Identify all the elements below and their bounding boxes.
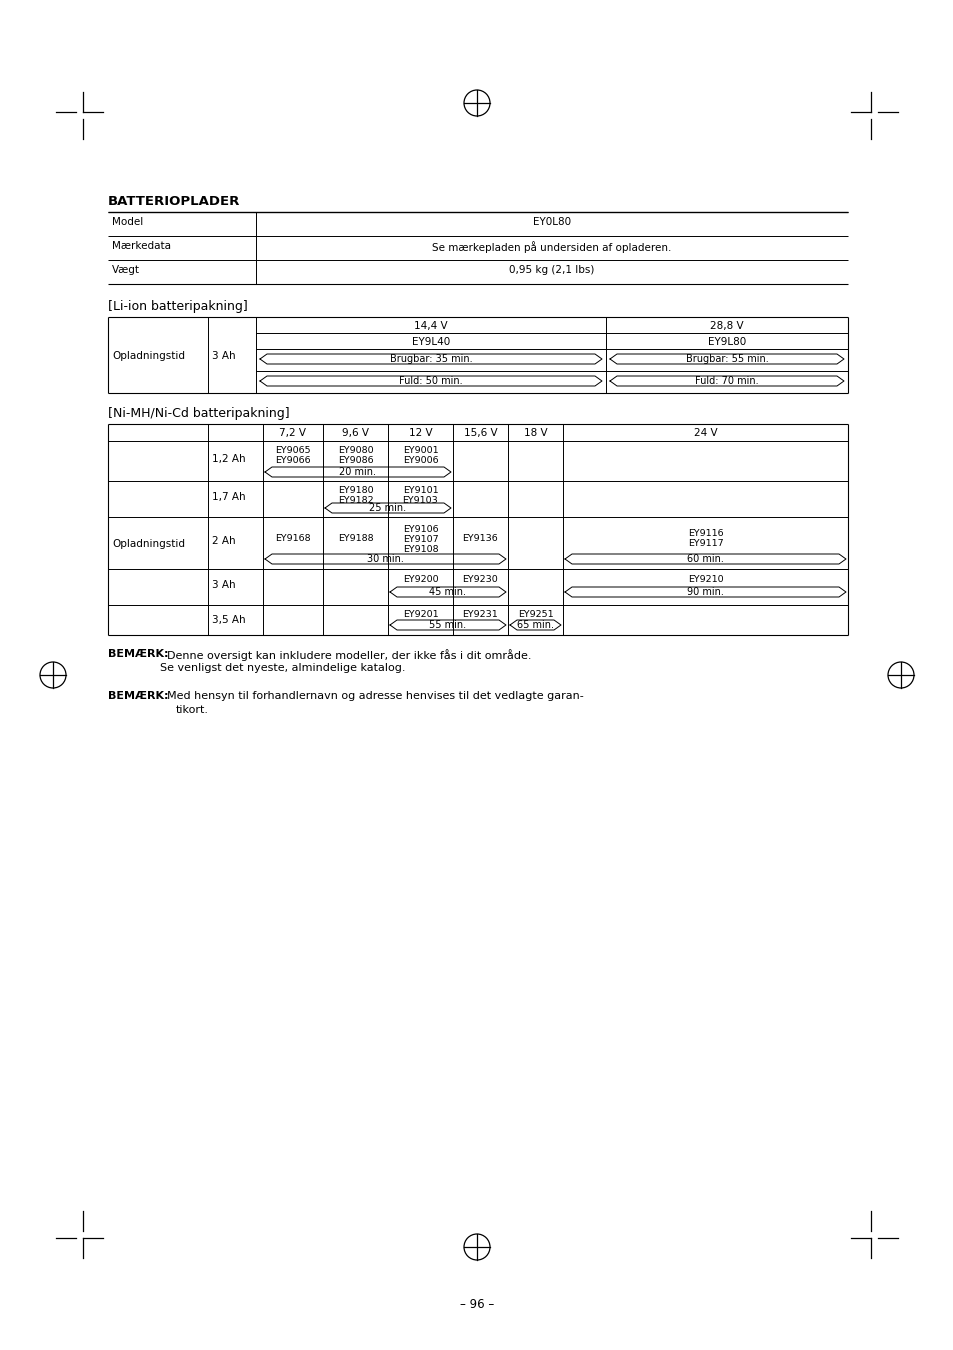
Text: EY9200: EY9200 xyxy=(402,575,437,585)
Text: Opladningstid: Opladningstid xyxy=(112,539,185,549)
Text: [Ni-MH/Ni-Cd batteripakning]: [Ni-MH/Ni-Cd batteripakning] xyxy=(108,406,290,420)
Text: Model: Model xyxy=(112,217,143,227)
Text: EY9107: EY9107 xyxy=(402,535,437,544)
Text: EY9180: EY9180 xyxy=(337,486,373,495)
Text: EY9188: EY9188 xyxy=(337,535,373,543)
Text: 28,8 V: 28,8 V xyxy=(709,321,743,331)
Text: Fuld: 50 min.: Fuld: 50 min. xyxy=(398,377,462,386)
Text: EY9001: EY9001 xyxy=(402,446,437,455)
Text: 3 Ah: 3 Ah xyxy=(212,580,235,590)
Text: 2 Ah: 2 Ah xyxy=(212,536,235,545)
Text: 9,6 V: 9,6 V xyxy=(341,428,369,437)
Text: Denne oversigt kan inkludere modeller, der ikke fås i dit område.: Denne oversigt kan inkludere modeller, d… xyxy=(160,649,531,662)
Text: EY9231: EY9231 xyxy=(462,610,497,620)
Text: Se venligst det nyeste, almindelige katalog.: Se venligst det nyeste, almindelige kata… xyxy=(160,663,405,674)
Text: 90 min.: 90 min. xyxy=(686,587,723,597)
Text: EY9201: EY9201 xyxy=(402,610,437,620)
Text: Brugbar: 35 min.: Brugbar: 35 min. xyxy=(389,354,472,364)
Text: 20 min.: 20 min. xyxy=(339,467,376,477)
Text: 55 min.: 55 min. xyxy=(429,620,466,630)
Text: EY9L80: EY9L80 xyxy=(707,338,745,347)
Text: BATTERIOPLADER: BATTERIOPLADER xyxy=(108,194,240,208)
Text: [Li-ion batteripakning]: [Li-ion batteripakning] xyxy=(108,300,248,313)
Text: EY9L40: EY9L40 xyxy=(412,338,450,347)
Text: EY9116: EY9116 xyxy=(687,529,722,539)
Text: EY9066: EY9066 xyxy=(274,456,311,464)
Text: EY9080: EY9080 xyxy=(337,446,373,455)
Text: EY9101: EY9101 xyxy=(402,486,437,495)
Text: Med hensyn til forhandlernavn og adresse henvises til det vedlagte garan-: Med hensyn til forhandlernavn og adresse… xyxy=(160,691,583,701)
Text: EY9230: EY9230 xyxy=(462,575,497,585)
Text: Mærkedata: Mærkedata xyxy=(112,242,171,251)
Text: EY9006: EY9006 xyxy=(402,456,437,464)
Text: EY9103: EY9103 xyxy=(402,495,438,505)
Text: BEMÆRK:: BEMÆRK: xyxy=(108,691,169,701)
Text: Opladningstid: Opladningstid xyxy=(112,351,185,360)
Text: 60 min.: 60 min. xyxy=(686,554,723,564)
Text: Vægt: Vægt xyxy=(112,265,140,275)
Text: EY9136: EY9136 xyxy=(462,535,497,543)
Text: EY9086: EY9086 xyxy=(337,456,373,464)
Text: EY0L80: EY0L80 xyxy=(533,217,571,227)
Text: 7,2 V: 7,2 V xyxy=(279,428,306,437)
Text: BEMÆRK:: BEMÆRK: xyxy=(108,649,169,659)
Text: EY9106: EY9106 xyxy=(402,525,437,535)
Text: – 96 –: – 96 – xyxy=(459,1297,494,1311)
Text: 45 min.: 45 min. xyxy=(429,587,466,597)
Text: 24 V: 24 V xyxy=(693,428,717,437)
Text: EY9117: EY9117 xyxy=(687,539,722,548)
Text: Fuld: 70 min.: Fuld: 70 min. xyxy=(695,377,758,386)
Text: 30 min.: 30 min. xyxy=(367,554,403,564)
Text: EY9210: EY9210 xyxy=(687,575,722,585)
Text: 12 V: 12 V xyxy=(408,428,432,437)
Text: 25 min.: 25 min. xyxy=(369,504,406,513)
Text: EY9182: EY9182 xyxy=(337,495,373,505)
Text: 18 V: 18 V xyxy=(523,428,547,437)
Text: 1,7 Ah: 1,7 Ah xyxy=(212,491,245,502)
Text: EY9168: EY9168 xyxy=(274,535,311,543)
Text: tikort.: tikort. xyxy=(175,705,209,716)
Text: Se mærkepladen på undersiden af opladeren.: Se mærkepladen på undersiden af opladere… xyxy=(432,242,671,252)
Text: 65 min.: 65 min. xyxy=(517,620,554,630)
Text: 0,95 kg (2,1 lbs): 0,95 kg (2,1 lbs) xyxy=(509,265,594,275)
Text: 15,6 V: 15,6 V xyxy=(463,428,497,437)
Text: EY9251: EY9251 xyxy=(517,610,553,620)
Text: 3 Ah: 3 Ah xyxy=(212,351,235,360)
Text: 3,5 Ah: 3,5 Ah xyxy=(212,616,245,625)
Text: Brugbar: 55 min.: Brugbar: 55 min. xyxy=(685,354,767,364)
Text: 14,4 V: 14,4 V xyxy=(414,321,447,331)
Text: EY9065: EY9065 xyxy=(274,446,311,455)
Text: 1,2 Ah: 1,2 Ah xyxy=(212,454,245,464)
Text: EY9108: EY9108 xyxy=(402,545,437,554)
